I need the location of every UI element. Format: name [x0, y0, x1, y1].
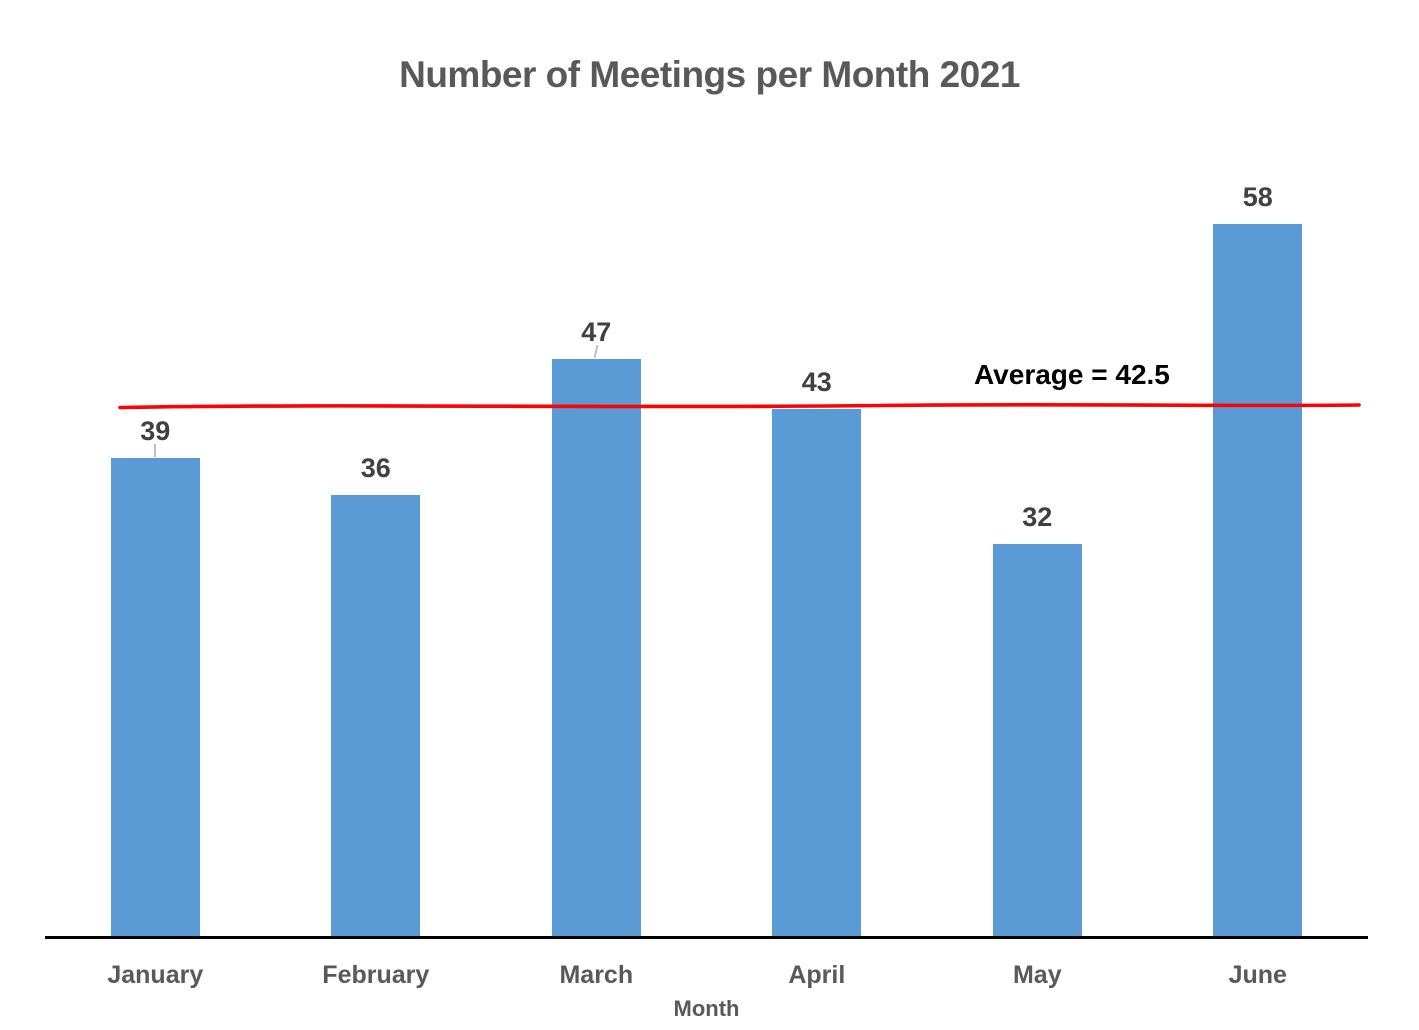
bar-june	[1213, 224, 1303, 937]
x-tick-april: April	[788, 961, 846, 989]
bar-march	[551, 359, 641, 937]
x-axis-line	[45, 936, 1368, 939]
data-label-january: 39	[140, 415, 171, 446]
x-tick-january: January	[107, 961, 204, 989]
average-line-label: Average = 42.5	[974, 359, 1170, 390]
bar-january	[110, 457, 200, 937]
bar-february	[331, 494, 421, 937]
x-tick-march: March	[559, 961, 634, 989]
data-label-leader-line-january	[154, 443, 157, 457]
chart-title: Number of Meetings per Month 2021	[399, 54, 1020, 95]
data-label-march: 47	[581, 317, 612, 348]
x-tick-may: May	[1012, 961, 1062, 989]
x-axis-title: Month	[673, 996, 740, 1021]
data-label-february: 36	[360, 452, 391, 483]
bar-april	[772, 408, 862, 937]
data-label-may: 32	[1022, 501, 1053, 532]
data-label-june: 58	[1242, 182, 1273, 213]
data-label-april: 43	[801, 366, 832, 397]
bar-may	[992, 543, 1082, 937]
x-tick-february: February	[322, 961, 430, 989]
x-tick-june: June	[1228, 961, 1287, 989]
